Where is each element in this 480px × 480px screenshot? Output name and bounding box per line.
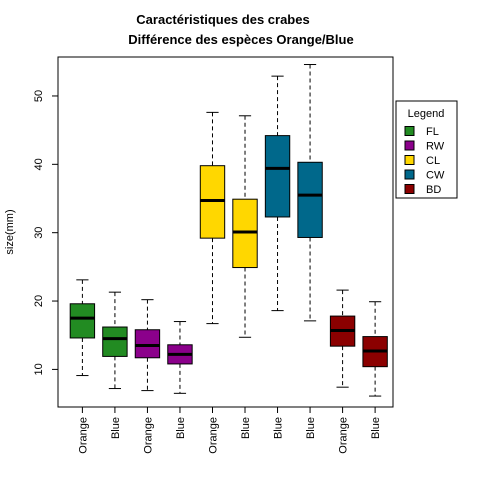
box-rw-blue: [167, 321, 193, 394]
x-tick-label: Orange: [207, 417, 219, 454]
legend-item-cl: CL: [404, 155, 440, 167]
box-cw-blue: [264, 75, 291, 312]
y-tick-label: 20: [33, 295, 45, 307]
x-tick-label: Blue: [175, 417, 187, 439]
legend-label: CW: [426, 170, 445, 182]
x-tick-label: Orange: [77, 417, 89, 454]
x-tick-label: Blue: [305, 417, 317, 439]
x-tick-label: Blue: [110, 417, 122, 439]
legend-swatch: [404, 184, 415, 194]
y-tick-label: 50: [33, 90, 45, 102]
box-cw-blue: [297, 64, 323, 322]
legend-swatch: [404, 169, 415, 180]
legend-label: CL: [426, 155, 440, 167]
y-tick-label: 30: [33, 227, 45, 239]
boxes-group: [69, 64, 388, 397]
x-tick-label: Orange: [338, 417, 350, 454]
legend-label: BD: [426, 184, 441, 196]
x-tick-label: Orange: [142, 417, 154, 454]
legend-swatch: [404, 155, 415, 165]
box-body: [134, 329, 161, 359]
legend-swatch: [404, 126, 415, 136]
box-bd-blue: [362, 301, 388, 397]
chart-subtitle: Différence des espèces Orange/Blue: [128, 32, 353, 47]
legend-item-cw: CW: [404, 169, 445, 182]
x-tick-label: Blue: [370, 417, 382, 439]
x-tick-label: Blue: [273, 417, 285, 439]
box-body: [297, 161, 323, 238]
box-body: [102, 326, 128, 357]
box-bd-orange: [329, 289, 356, 388]
legend-item-fl: FL: [404, 126, 439, 138]
y-tick-label: 40: [33, 158, 45, 170]
box-rw-orange: [134, 299, 161, 392]
legend-label: RW: [426, 141, 445, 153]
box-cl-blue: [232, 115, 258, 338]
chart-title: Caractéristiques des crabes: [136, 12, 309, 27]
y-tick-label: 10: [33, 363, 45, 375]
box-body: [69, 303, 96, 339]
legend-item-bd: BD: [404, 184, 441, 196]
legend-item-rw: RW: [404, 140, 445, 153]
x-tick-label: Blue: [240, 417, 252, 439]
box-cl-orange: [199, 111, 226, 325]
legend: Legend FL RW CL CW BD: [395, 100, 458, 199]
x-tick-labels: Orange Blue Orange Blue Orange Blue Blue Blue Or…: [77, 406, 382, 454]
box-fl-blue: [102, 291, 128, 390]
box-fl-orange: [69, 279, 96, 377]
legend-swatch: [404, 140, 415, 151]
y-axis: 10 20 30 40 50: [33, 90, 59, 376]
y-axis-label: size(mm): [4, 209, 16, 254]
legend-title: Legend: [408, 108, 445, 120]
legend-label: FL: [426, 126, 439, 138]
box-body: [264, 135, 291, 218]
